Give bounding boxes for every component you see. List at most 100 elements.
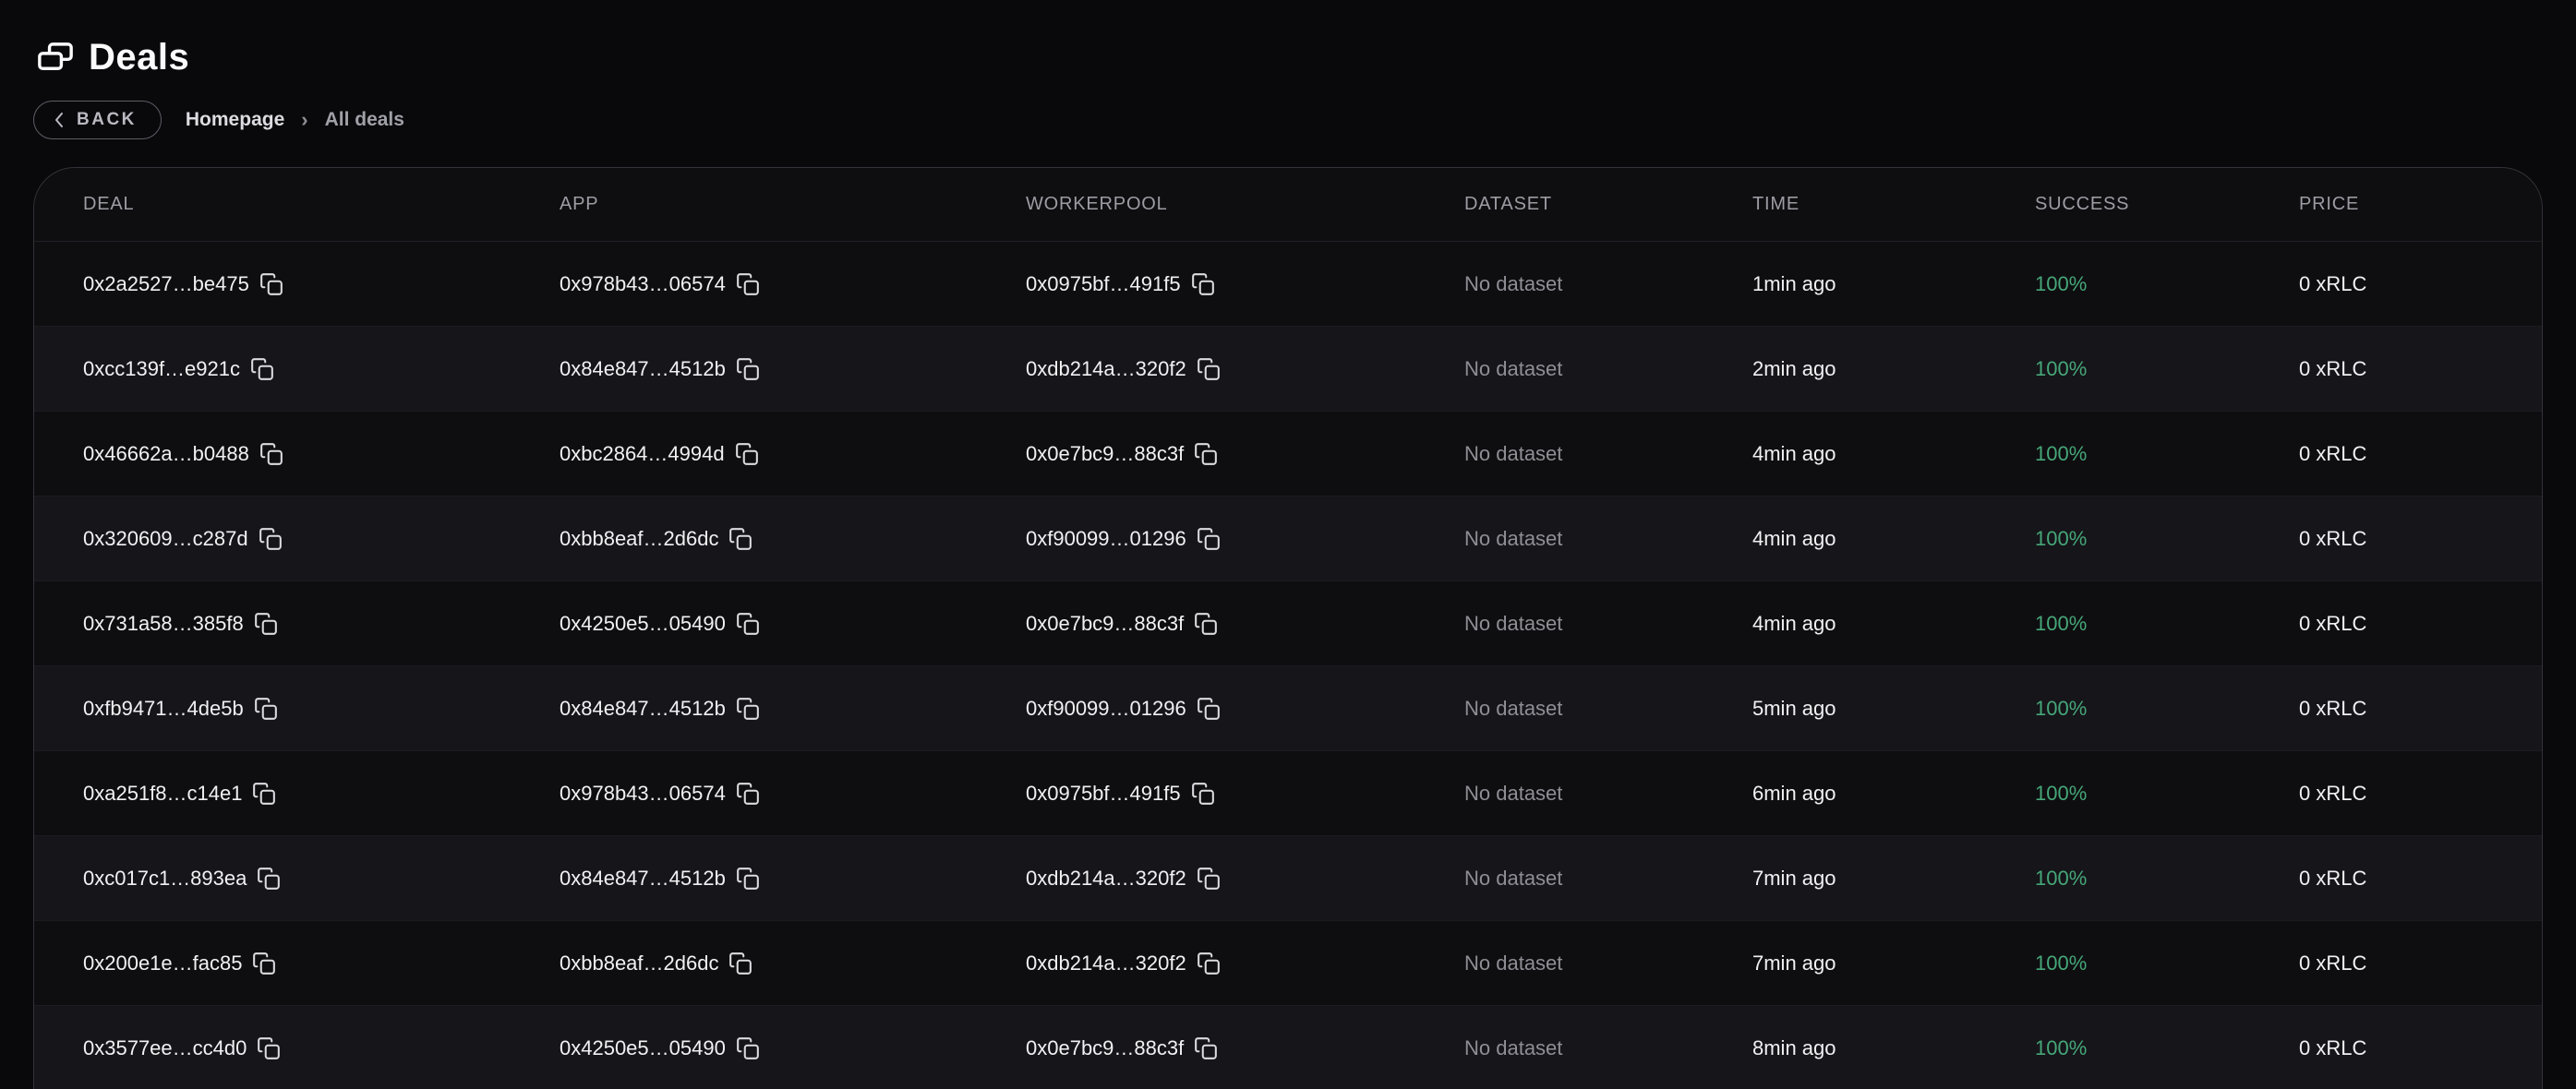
price-cell: 0 xRLC <box>2299 356 2367 380</box>
table-row[interactable]: 0x200e1e…fac85 0xbb8eaf…2d6dc 0xdb214a…3… <box>34 921 2542 1006</box>
table-row[interactable]: 0x3577ee…cc4d0 0x4250e5…05490 0x0e7bc9…8… <box>34 1006 2542 1089</box>
copy-icon[interactable] <box>1191 782 1215 806</box>
copy-icon[interactable] <box>736 782 760 806</box>
time-cell: 7min ago <box>1752 866 1836 890</box>
app-id: 0xbb8eaf…2d6dc <box>560 526 719 550</box>
copy-icon[interactable] <box>728 951 752 975</box>
copy-icon[interactable] <box>250 357 274 381</box>
dataset-cell: No dataset <box>1464 696 1563 720</box>
chevron-right-icon: › <box>301 108 308 131</box>
app-id: 0xbc2864…4994d <box>560 441 725 465</box>
workerpool-id: 0xf90099…01296 <box>1026 696 1186 720</box>
workerpool-id: 0xf90099…01296 <box>1026 526 1186 550</box>
breadcrumb-all-deals: All deals <box>324 109 404 130</box>
workerpool-id: 0xdb214a…320f2 <box>1026 866 1186 890</box>
workerpool-id: 0xdb214a…320f2 <box>1026 951 1186 975</box>
app-id: 0x84e847…4512b <box>560 696 726 720</box>
time-cell: 4min ago <box>1752 526 1836 550</box>
table-row[interactable]: 0xcc139f…e921c 0x84e847…4512b 0xdb214a…3… <box>34 327 2542 412</box>
deal-id: 0xc017c1…893ea <box>83 866 247 890</box>
deal-id: 0x200e1e…fac85 <box>83 951 243 975</box>
copy-icon[interactable] <box>736 272 760 296</box>
success-cell: 100% <box>2035 441 2088 465</box>
copy-icon[interactable] <box>1197 697 1221 721</box>
price-cell: 0 xRLC <box>2299 781 2367 805</box>
copy-icon[interactable] <box>1197 951 1221 975</box>
table-row[interactable]: 0xfb9471…4de5b 0x84e847…4512b 0xf90099…0… <box>34 666 2542 751</box>
deal-id: 0xfb9471…4de5b <box>83 696 244 720</box>
success-cell: 100% <box>2035 271 2088 295</box>
table-row[interactable]: 0x2a2527…be475 0x978b43…06574 0x0975bf…4… <box>34 242 2542 327</box>
copy-icon[interactable] <box>259 527 283 551</box>
app-id: 0x978b43…06574 <box>560 271 726 295</box>
copy-icon[interactable] <box>1197 527 1221 551</box>
copy-icon[interactable] <box>252 782 276 806</box>
success-cell: 100% <box>2035 696 2088 720</box>
table-row[interactable]: 0x320609…c287d 0xbb8eaf…2d6dc 0xf90099…0… <box>34 497 2542 581</box>
column-header-price: PRICE <box>2299 194 2360 214</box>
dataset-cell: No dataset <box>1464 781 1563 805</box>
price-cell: 0 xRLC <box>2299 1035 2367 1059</box>
deal-id: 0x731a58…385f8 <box>83 611 244 635</box>
copy-icon[interactable] <box>728 527 752 551</box>
price-cell: 0 xRLC <box>2299 951 2367 975</box>
copy-icon[interactable] <box>1191 272 1215 296</box>
time-cell: 7min ago <box>1752 951 1836 975</box>
table-row[interactable]: 0xc017c1…893ea 0x84e847…4512b 0xdb214a…3… <box>34 836 2542 921</box>
copy-icon[interactable] <box>259 272 283 296</box>
deals-table-card: DEAL APP WORKERPOOL DATASET TIME SUCCESS… <box>33 167 2543 1089</box>
copy-icon[interactable] <box>257 1036 281 1060</box>
deal-id: 0x320609…c287d <box>83 526 248 550</box>
copy-icon[interactable] <box>1194 1036 1218 1060</box>
table-row[interactable]: 0xa251f8…c14e1 0x978b43…06574 0x0975bf…4… <box>34 751 2542 836</box>
deal-id: 0x2a2527…be475 <box>83 271 249 295</box>
breadcrumb-homepage[interactable]: Homepage <box>185 109 285 130</box>
copy-icon[interactable] <box>735 442 759 466</box>
back-button-label: BACK <box>77 110 137 129</box>
workerpool-id: 0x0975bf…491f5 <box>1026 271 1181 295</box>
copy-icon[interactable] <box>1194 612 1218 636</box>
time-cell: 2min ago <box>1752 356 1836 380</box>
time-cell: 8min ago <box>1752 1035 1836 1059</box>
copy-icon[interactable] <box>736 357 760 381</box>
price-cell: 0 xRLC <box>2299 526 2367 550</box>
copy-icon[interactable] <box>254 697 278 721</box>
page-title: Deals <box>89 37 190 78</box>
copy-icon[interactable] <box>254 612 278 636</box>
column-header-dataset: DATASET <box>1464 194 1552 214</box>
nav-row: BACK Homepage › All deals <box>33 101 2543 139</box>
copy-icon[interactable] <box>736 1036 760 1060</box>
column-header-app: APP <box>560 194 599 214</box>
column-header-workerpool: WORKERPOOL <box>1026 194 1168 214</box>
copy-icon[interactable] <box>1197 357 1221 381</box>
back-button[interactable]: BACK <box>33 101 162 139</box>
table-row[interactable]: 0x46662a…b0488 0xbc2864…4994d 0x0e7bc9…8… <box>34 412 2542 497</box>
dataset-cell: No dataset <box>1464 951 1563 975</box>
copy-icon[interactable] <box>736 697 760 721</box>
app-id: 0xbb8eaf…2d6dc <box>560 951 719 975</box>
copy-icon[interactable] <box>736 612 760 636</box>
copy-icon[interactable] <box>252 951 276 975</box>
copy-icon[interactable] <box>257 867 281 891</box>
price-cell: 0 xRLC <box>2299 611 2367 635</box>
table-row[interactable]: 0x731a58…385f8 0x4250e5…05490 0x0e7bc9…8… <box>34 581 2542 666</box>
app-id: 0x978b43…06574 <box>560 781 726 805</box>
copy-icon[interactable] <box>736 867 760 891</box>
dataset-cell: No dataset <box>1464 271 1563 295</box>
workerpool-id: 0x0e7bc9…88c3f <box>1026 611 1185 635</box>
dataset-cell: No dataset <box>1464 1035 1563 1059</box>
time-cell: 6min ago <box>1752 781 1836 805</box>
time-cell: 1min ago <box>1752 271 1836 295</box>
copy-icon[interactable] <box>259 442 283 466</box>
success-cell: 100% <box>2035 951 2088 975</box>
workerpool-id: 0x0975bf…491f5 <box>1026 781 1181 805</box>
price-cell: 0 xRLC <box>2299 866 2367 890</box>
dataset-cell: No dataset <box>1464 441 1563 465</box>
copy-icon[interactable] <box>1194 442 1218 466</box>
copy-icon[interactable] <box>1197 867 1221 891</box>
price-cell: 0 xRLC <box>2299 271 2367 295</box>
dataset-cell: No dataset <box>1464 611 1563 635</box>
app-id: 0x4250e5…05490 <box>560 1035 726 1059</box>
success-cell: 100% <box>2035 1035 2088 1059</box>
